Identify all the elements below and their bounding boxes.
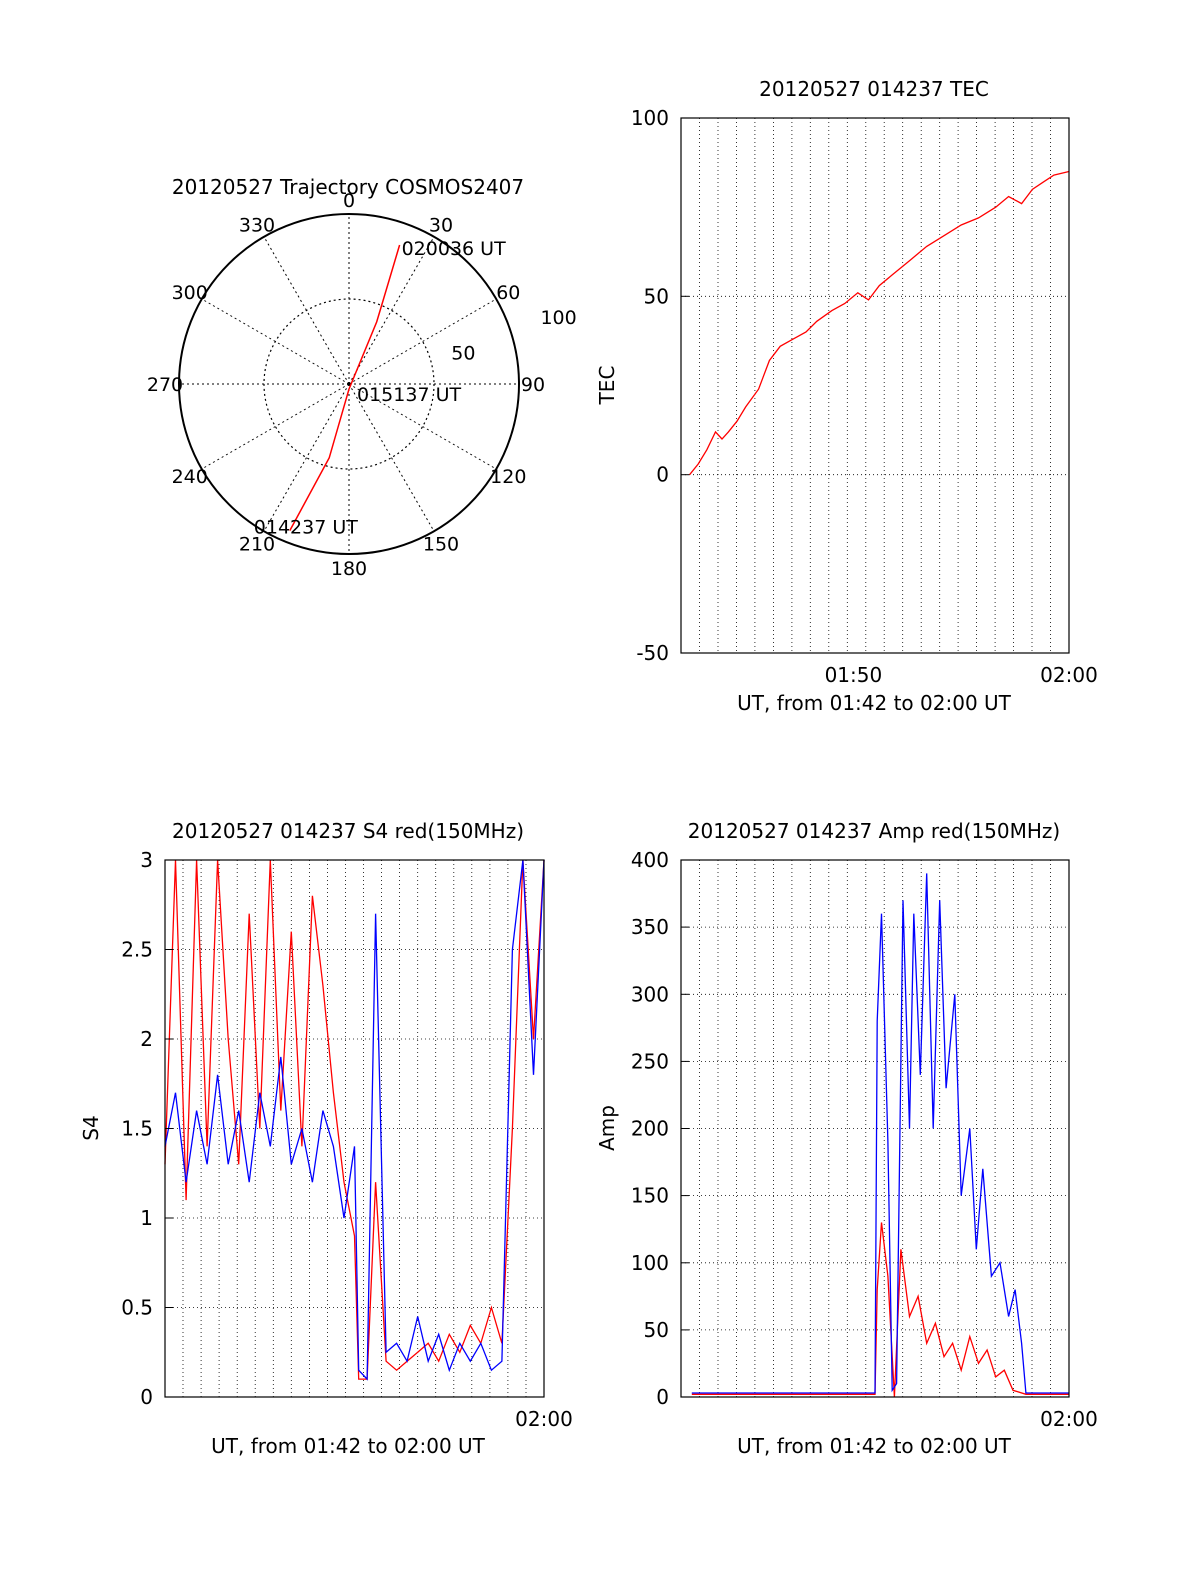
amp-ytick-label: 400 xyxy=(631,848,669,872)
s4-xlabel: UT, from 01:42 to 02:00 UT xyxy=(211,1434,486,1458)
tec-xtick-label: 01:50 xyxy=(825,663,883,687)
amp-ytick-label: 50 xyxy=(644,1318,669,1342)
s4-xtick-label: 02:00 xyxy=(515,1407,573,1431)
polar-azimuth-label: 90 xyxy=(521,374,545,396)
polar-azimuth-label: 300 xyxy=(172,282,208,304)
tec-ytick-label: 100 xyxy=(631,106,669,130)
s4-ytick-label: 2.5 xyxy=(121,938,153,962)
trajectory-annotation: 015137 UT xyxy=(357,384,461,406)
trajectory-plot: 20120527 Trajectory COSMOS2407 0 30 60 90 12… xyxy=(147,175,577,580)
polar-azimuth-label: 270 xyxy=(147,374,183,396)
amp-ytick-label: 350 xyxy=(631,915,669,939)
tec-ytick-label: -50 xyxy=(636,641,669,665)
polar-azimuth-label: 330 xyxy=(239,215,275,237)
polar-azimuth-label: 150 xyxy=(423,533,459,555)
polar-spoke xyxy=(263,383,350,532)
polar-spoke xyxy=(348,236,435,385)
amp-ytick-label: 300 xyxy=(631,982,669,1006)
polar-azimuth-label: 30 xyxy=(429,215,453,237)
polar-spoke xyxy=(348,298,497,385)
polar-azimuth-label: 120 xyxy=(490,466,526,488)
s4-ytick-label: 0.5 xyxy=(121,1296,153,1320)
polar-radial-label: 100 xyxy=(540,307,576,329)
amp-xtick-label: 02:00 xyxy=(1040,1407,1098,1431)
s4-title: 20120527 014237 S4 red(150MHz) xyxy=(172,819,524,843)
s4-ytick-label: 0 xyxy=(140,1385,153,1409)
polar-radial-label: 50 xyxy=(451,343,475,365)
polar-azimuth-label: 0 xyxy=(343,190,355,212)
tec-ylabel: TEC xyxy=(595,366,619,406)
trajectory-title: 20120527 Trajectory COSMOS2407 xyxy=(172,175,524,199)
amp-ytick-label: 0 xyxy=(656,1385,669,1409)
polar-spoke xyxy=(201,383,350,470)
s4-ytick-label: 2 xyxy=(140,1027,153,1051)
s4-ytick-label: 1 xyxy=(140,1206,153,1230)
s4-series-2 xyxy=(164,859,545,1381)
tec-title: 20120527 014237 TEC xyxy=(759,77,989,101)
amp-ytick-label: 200 xyxy=(631,1117,669,1141)
amp-ytick-label: 250 xyxy=(631,1049,669,1073)
trajectory-line xyxy=(289,244,401,531)
polar-azimuth-label: 240 xyxy=(172,466,208,488)
amp-title: 20120527 014237 Amp red(150MHz) xyxy=(688,819,1060,843)
tec-series-1 xyxy=(689,170,1070,476)
polar-spoke xyxy=(348,383,497,470)
s4-ytick-label: 1.5 xyxy=(121,1117,153,1141)
polar-spoke xyxy=(348,383,435,532)
polar-azimuth-label: 60 xyxy=(496,282,520,304)
polar-spoke xyxy=(201,298,350,385)
amp-ytick-label: 150 xyxy=(631,1184,669,1208)
polar-outer-circle xyxy=(178,213,520,555)
polar-azimuth-label: 180 xyxy=(331,558,367,580)
tec-xtick-label: 02:00 xyxy=(1040,663,1098,687)
tec-xlabel: UT, from 01:42 to 02:00 UT xyxy=(737,691,1012,715)
tec-frame xyxy=(680,117,1070,654)
amp-ylabel: Amp xyxy=(595,1105,619,1151)
s4-ytick-label: 3 xyxy=(140,848,153,872)
s4-ylabel: S4 xyxy=(79,1115,103,1140)
trajectory-annotation: 014237 UT xyxy=(254,517,358,539)
amp-series-2 xyxy=(691,873,1069,1394)
s4-plot: 20120527 014237 S4 red(150MHz) UT, from … xyxy=(79,819,573,1458)
tec-ytick-label: 50 xyxy=(644,284,669,308)
amp-ytick-label: 100 xyxy=(631,1251,669,1275)
tec-plot: 20120527 014237 TEC UT, from 01:42 to 02… xyxy=(595,77,1098,715)
tec-ytick-label: 0 xyxy=(656,463,669,487)
s4-series-1 xyxy=(164,859,545,1380)
amp-xlabel: UT, from 01:42 to 02:00 UT xyxy=(737,1434,1012,1458)
amp-series-1 xyxy=(691,1222,1069,1398)
polar-azimuth-label: 210 xyxy=(239,533,275,555)
polar-spoke xyxy=(263,236,350,385)
trajectory-annotation: 020036 UT xyxy=(402,238,506,260)
amp-plot: 20120527 014237 Amp red(150MHz) UT, from… xyxy=(595,819,1098,1458)
